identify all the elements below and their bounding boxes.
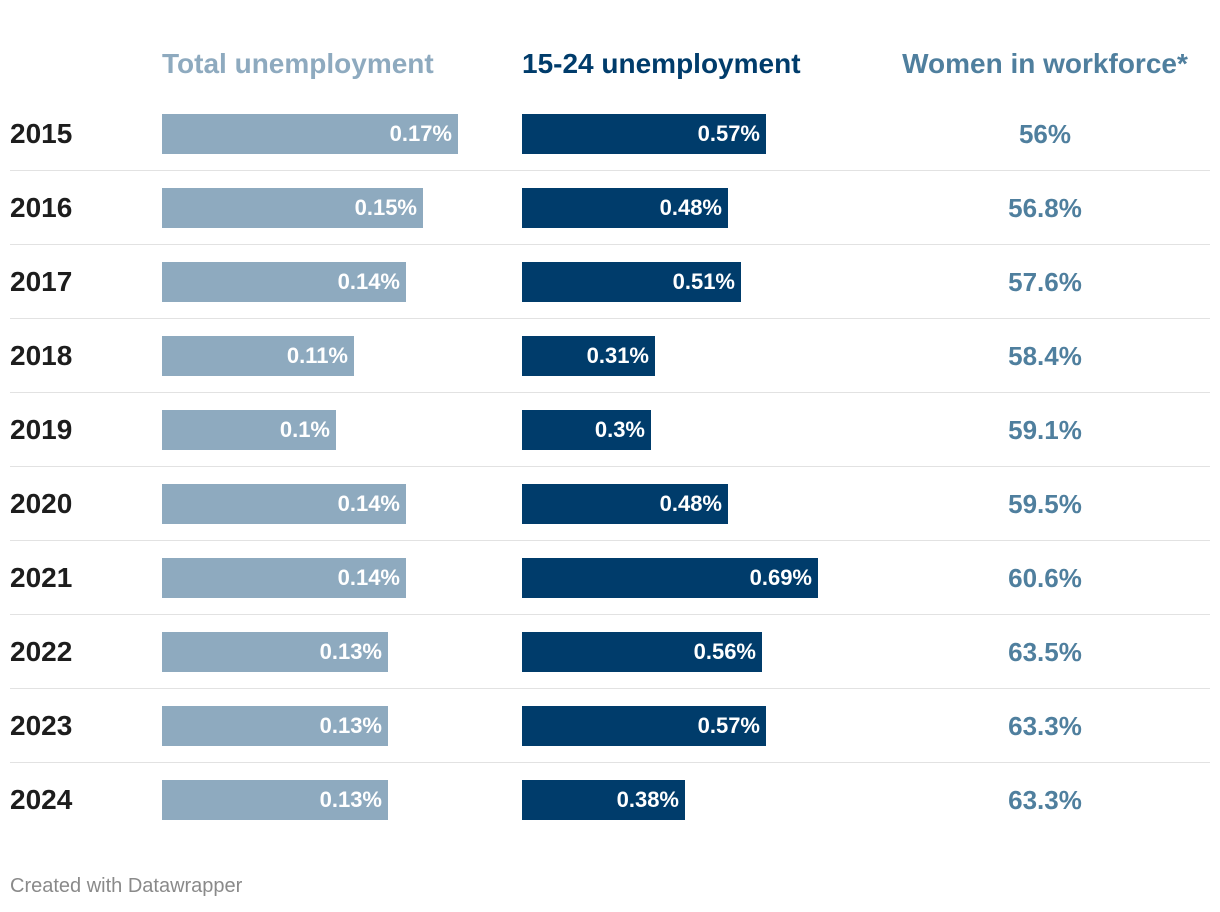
total-unemployment-bar-label: 0.17% (389, 121, 452, 146)
total-unemployment-bar-label: 0.1% (279, 417, 330, 442)
youth-unemployment-bar-label: 0.51% (672, 269, 735, 294)
total-unemployment-bar: 0.13% (162, 706, 388, 746)
total-unemployment-bar-label: 0.13% (319, 713, 382, 738)
total-unemployment-bar: 0.11% (162, 336, 354, 376)
total-unemployment-bar: 0.14% (162, 558, 406, 598)
women-in-workforce-value: 58.4% (1008, 341, 1082, 371)
total-unemployment-bar: 0.13% (162, 632, 388, 672)
table-row: 2015 0.17% 0.57% 56% (0, 97, 1220, 171)
youth-unemployment-bar: 0.48% (522, 484, 728, 524)
youth-unemployment-bar-label: 0.56% (693, 639, 756, 664)
women-in-workforce-value: 63.5% (1008, 637, 1082, 667)
youth-unemployment-bar: 0.51% (522, 262, 741, 302)
row-year-label: 2024 (10, 784, 73, 815)
header-youth-unemployment: 15-24 unemployment (522, 48, 801, 79)
youth-unemployment-bar: 0.57% (522, 706, 766, 746)
total-unemployment-bar: 0.1% (162, 410, 336, 450)
row-divider (10, 318, 1210, 319)
youth-unemployment-bar-label: 0.57% (697, 121, 760, 146)
women-in-workforce-value: 63.3% (1008, 711, 1082, 741)
total-unemployment-bar-label: 0.14% (337, 269, 400, 294)
total-unemployment-bar: 0.15% (162, 188, 423, 228)
header-women-in-workforce: Women in workforce* (902, 48, 1188, 79)
row-year-label: 2022 (10, 636, 73, 667)
row-divider (10, 540, 1210, 541)
table-row: 2016 0.15% 0.48% 56.8% (0, 171, 1220, 245)
total-unemployment-bar-label: 0.14% (337, 491, 400, 516)
total-unemployment-bar-label: 0.14% (337, 565, 400, 590)
youth-unemployment-bar: 0.48% (522, 188, 728, 228)
youth-unemployment-bar-label: 0.31% (586, 343, 649, 368)
youth-unemployment-bar-label: 0.69% (749, 565, 812, 590)
row-year-label: 2016 (10, 192, 73, 223)
table-row: 2021 0.14% 0.69% 60.6% (0, 541, 1220, 615)
women-in-workforce-value: 63.3% (1008, 785, 1082, 815)
row-divider (10, 614, 1210, 615)
youth-unemployment-bar: 0.31% (522, 336, 655, 376)
youth-unemployment-bar: 0.38% (522, 780, 685, 820)
table-row: 2017 0.14% 0.51% 57.6% (0, 245, 1220, 319)
youth-unemployment-bar: 0.57% (522, 114, 766, 154)
total-unemployment-bar-label: 0.13% (319, 639, 382, 664)
total-unemployment-bar-label: 0.15% (354, 195, 417, 220)
row-divider (10, 170, 1210, 171)
total-unemployment-bar: 0.14% (162, 484, 406, 524)
women-in-workforce-value: 60.6% (1008, 563, 1082, 593)
youth-unemployment-bar: 0.56% (522, 632, 762, 672)
youth-unemployment-bar-label: 0.3% (594, 417, 645, 442)
row-year-label: 2018 (10, 340, 73, 371)
youth-unemployment-bar-label: 0.57% (697, 713, 760, 738)
table-row: 2022 0.13% 0.56% 63.5% (0, 615, 1220, 689)
youth-unemployment-bar: 0.3% (522, 410, 651, 450)
youth-unemployment-bar-label: 0.48% (659, 491, 722, 516)
table-row: 2024 0.13% 0.38% 63.3% (0, 763, 1220, 837)
women-in-workforce-value: 57.6% (1008, 267, 1082, 297)
total-unemployment-bar-label: 0.13% (319, 787, 382, 812)
row-divider (10, 466, 1210, 467)
row-divider (10, 688, 1210, 689)
row-divider (10, 244, 1210, 245)
women-in-workforce-value: 59.5% (1008, 489, 1082, 519)
row-year-label: 2020 (10, 488, 73, 519)
row-year-label: 2023 (10, 710, 73, 741)
total-unemployment-bar-label: 0.11% (286, 343, 348, 368)
women-in-workforce-value: 59.1% (1008, 415, 1082, 445)
row-divider (10, 392, 1210, 393)
women-in-workforce-value: 56% (1018, 119, 1072, 149)
youth-unemployment-bar-label: 0.48% (659, 195, 722, 220)
header-total-unemployment: Total unemployment (162, 48, 434, 79)
footer-credit: Created with Datawrapper (10, 875, 243, 897)
total-unemployment-bar: 0.13% (162, 780, 388, 820)
table-row: 2020 0.14% 0.48% 59.5% (0, 467, 1220, 541)
youth-unemployment-bar: 0.69% (522, 558, 818, 598)
table-row: 2018 0.11% 0.31% 58.4% (0, 319, 1220, 393)
row-divider (10, 762, 1210, 763)
row-year-label: 2019 (10, 414, 73, 445)
total-unemployment-bar: 0.17% (162, 114, 458, 154)
row-year-label: 2015 (10, 118, 73, 149)
table-row: 2023 0.13% 0.57% 63.3% (0, 689, 1220, 763)
row-year-label: 2021 (10, 562, 73, 593)
women-in-workforce-value: 56.8% (1008, 193, 1082, 223)
table-row: 2019 0.1% 0.3% 59.1% (0, 393, 1220, 467)
total-unemployment-bar: 0.14% (162, 262, 406, 302)
row-year-label: 2017 (10, 266, 73, 297)
youth-unemployment-bar-label: 0.38% (616, 787, 679, 812)
